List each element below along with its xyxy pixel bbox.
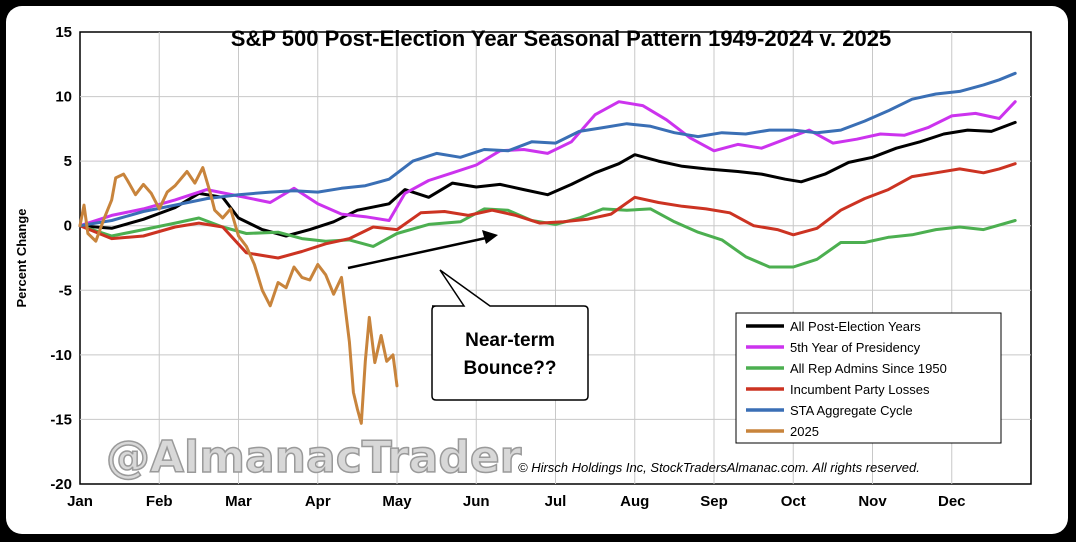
- legend-label: All Post-Election Years: [790, 319, 921, 334]
- x-tick-label: Jun: [463, 493, 490, 510]
- legend-label: 2025: [790, 424, 819, 439]
- callout-bubble: Near-term Bounce??: [431, 269, 589, 401]
- arrow-annotation: [347, 230, 498, 270]
- x-tick-labels: Jan Feb Mar Apr May Jun Jul Aug Sep Oct Nov Dec: [67, 493, 965, 510]
- x-tick-label: Aug: [620, 493, 649, 510]
- watermark: @AlmanacTrader: [106, 432, 522, 483]
- x-tick-label: Apr: [305, 493, 331, 510]
- y-tick-label: -5: [59, 282, 72, 299]
- y-tick-label: -15: [50, 411, 72, 428]
- y-tick-labels: 15 10 5 0 -5 -10 -15 -20: [50, 24, 72, 493]
- copyright: © Hirsch Holdings Inc, StockTradersAlman…: [518, 460, 920, 475]
- series-line-0: [78, 120, 1017, 238]
- x-tick-label: Oct: [781, 493, 806, 510]
- y-axis-label: Percent Change: [14, 209, 29, 308]
- x-tick-label: Feb: [146, 493, 173, 510]
- x-tick-label: Dec: [938, 493, 966, 510]
- series-line-1: [78, 100, 1017, 228]
- legend-label: STA Aggregate Cycle: [790, 403, 913, 418]
- legend-label: All Rep Admins Since 1950: [790, 361, 947, 376]
- y-tick-label: 0: [64, 218, 72, 235]
- callout-line-2: Bounce??: [464, 358, 557, 379]
- x-tick-label: May: [382, 493, 412, 510]
- x-tick-label: Sep: [700, 493, 728, 510]
- y-tick-label: 15: [55, 24, 72, 41]
- y-tick-label: -10: [50, 347, 72, 364]
- chart-svg: 15 10 5 0 -5 -10 -15 -20 Jan Feb Mar Apr May Jun Jul A…: [14, 24, 1032, 510]
- x-tick-label: Nov: [858, 493, 887, 510]
- x-tick-label: Jan: [67, 493, 93, 510]
- series-line-3: [78, 162, 1017, 260]
- series-lines: [78, 71, 1017, 425]
- x-tick-label: Jul: [545, 493, 567, 510]
- legend-label: Incumbent Party Losses: [790, 382, 930, 397]
- chart-title: S&P 500 Post-Election Year Seasonal Patt…: [231, 26, 891, 51]
- callout-line-1: Near-term: [465, 330, 555, 351]
- legend: All Post-Election Years 5th Year of Presi…: [735, 312, 1002, 444]
- chart-frame: 15 10 5 0 -5 -10 -15 -20 Jan Feb Mar Apr May Jun Jul A…: [6, 6, 1068, 534]
- series-line-5: [78, 166, 399, 425]
- y-tick-label: 10: [55, 89, 72, 106]
- y-tick-label: 5: [64, 153, 72, 170]
- x-tick-label: Mar: [225, 493, 252, 510]
- y-tick-label: -20: [50, 476, 72, 493]
- legend-label: 5th Year of Presidency: [790, 340, 921, 355]
- legend-box: [735, 312, 1002, 444]
- series-line-4: [78, 71, 1017, 228]
